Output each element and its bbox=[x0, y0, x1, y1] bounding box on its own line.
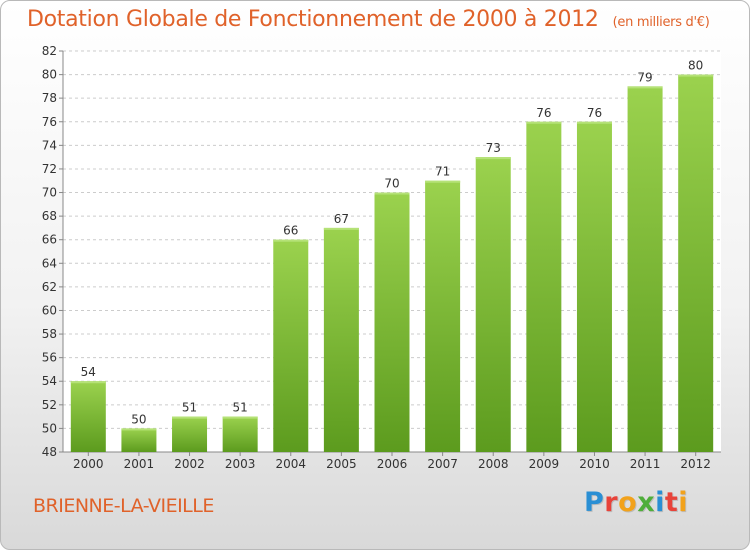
bar-value-label: 71 bbox=[435, 165, 450, 179]
y-tick-label: 64 bbox=[42, 256, 57, 270]
y-tick-label: 50 bbox=[42, 421, 57, 435]
y-tick-label: 62 bbox=[42, 280, 57, 294]
bar-value-label: 76 bbox=[587, 106, 602, 120]
bar bbox=[273, 239, 309, 452]
bar-highlight bbox=[425, 180, 461, 183]
x-tick-label: 2007 bbox=[427, 457, 458, 471]
bar-value-label: 73 bbox=[486, 141, 501, 155]
bar bbox=[70, 381, 106, 452]
x-tick-label: 2012 bbox=[680, 457, 711, 471]
y-tick-label: 66 bbox=[42, 233, 57, 247]
x-tick-label: 2004 bbox=[275, 457, 306, 471]
y-tick-label: 80 bbox=[42, 68, 57, 82]
bar-highlight bbox=[121, 428, 157, 431]
bar bbox=[222, 416, 258, 452]
y-tick-label: 76 bbox=[42, 115, 57, 129]
x-tick-label: 2002 bbox=[174, 457, 205, 471]
bar-value-label: 70 bbox=[384, 177, 399, 191]
proxiti-logo: Proxiti bbox=[584, 487, 689, 518]
bar bbox=[576, 121, 612, 452]
y-tick-label: 58 bbox=[42, 327, 57, 341]
x-tick-label: 2000 bbox=[73, 457, 104, 471]
bar bbox=[323, 227, 359, 452]
bar-value-label: 80 bbox=[688, 59, 703, 73]
bar bbox=[121, 428, 157, 452]
x-tick-label: 2001 bbox=[124, 457, 155, 471]
place-name: BRIENNE-LA-VIEILLE bbox=[33, 495, 214, 517]
bar-highlight bbox=[475, 157, 511, 160]
x-tick-label: 2009 bbox=[529, 457, 560, 471]
y-tick-label: 70 bbox=[42, 186, 57, 200]
bar-highlight bbox=[273, 239, 309, 242]
bar bbox=[172, 416, 208, 452]
y-tick-label: 56 bbox=[42, 351, 57, 365]
x-tick-label: 2003 bbox=[225, 457, 256, 471]
bar bbox=[475, 157, 511, 452]
x-tick-label: 2010 bbox=[579, 457, 610, 471]
title-text: Dotation Globale de Fonctionnement de 20… bbox=[27, 7, 599, 32]
bar-highlight bbox=[678, 74, 714, 77]
bar-value-label: 79 bbox=[637, 70, 652, 84]
bar-highlight bbox=[222, 416, 258, 419]
bar bbox=[678, 74, 714, 453]
bar-value-label: 51 bbox=[233, 401, 248, 415]
bar-value-label: 67 bbox=[334, 212, 349, 226]
y-tick-label: 82 bbox=[42, 44, 57, 58]
bar bbox=[425, 180, 461, 452]
y-tick-label: 60 bbox=[42, 303, 57, 317]
y-tick-label: 74 bbox=[42, 138, 57, 152]
chart-title: Dotation Globale de Fonctionnement de 20… bbox=[27, 7, 710, 32]
bar-value-label: 50 bbox=[131, 412, 146, 426]
x-tick-label: 2008 bbox=[478, 457, 509, 471]
x-tick-label: 2005 bbox=[326, 457, 357, 471]
bar-highlight bbox=[627, 86, 663, 89]
bar bbox=[526, 121, 562, 452]
bar-highlight bbox=[323, 227, 359, 230]
bar-highlight bbox=[172, 416, 208, 419]
y-tick-label: 48 bbox=[42, 445, 57, 459]
y-tick-label: 52 bbox=[42, 398, 57, 412]
x-tick-label: 2011 bbox=[630, 457, 661, 471]
y-tick-label: 68 bbox=[42, 209, 57, 223]
y-tick-label: 72 bbox=[42, 162, 57, 176]
bar-value-label: 51 bbox=[182, 401, 197, 415]
bar-value-label: 66 bbox=[283, 224, 298, 238]
bar bbox=[374, 192, 410, 452]
bar-value-label: 54 bbox=[81, 365, 96, 379]
y-tick-label: 78 bbox=[42, 91, 57, 105]
bar-highlight bbox=[526, 121, 562, 124]
bar-highlight bbox=[374, 192, 410, 195]
x-tick-label: 2006 bbox=[377, 457, 408, 471]
bar-highlight bbox=[576, 121, 612, 124]
bar-value-label: 76 bbox=[536, 106, 551, 120]
chart-subtitle: (en milliers d'€) bbox=[612, 15, 710, 30]
bar-highlight bbox=[70, 381, 106, 384]
y-tick-label: 54 bbox=[42, 374, 57, 388]
bar bbox=[627, 86, 663, 452]
